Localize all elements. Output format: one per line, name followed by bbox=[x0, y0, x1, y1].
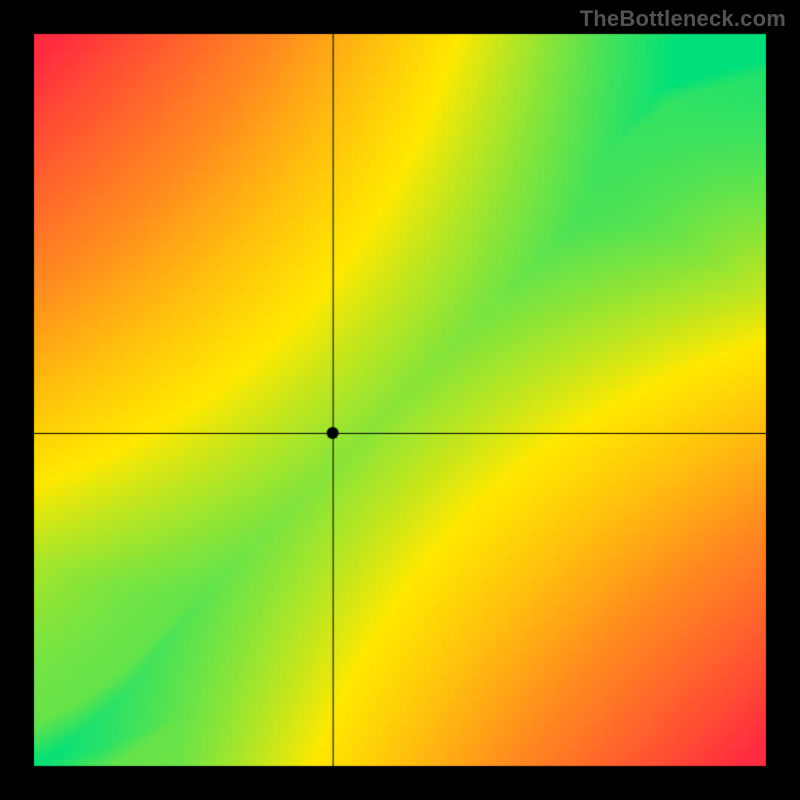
bottleneck-heatmap bbox=[0, 0, 800, 800]
watermark-text: TheBottleneck.com bbox=[580, 6, 786, 32]
chart-container: TheBottleneck.com bbox=[0, 0, 800, 800]
